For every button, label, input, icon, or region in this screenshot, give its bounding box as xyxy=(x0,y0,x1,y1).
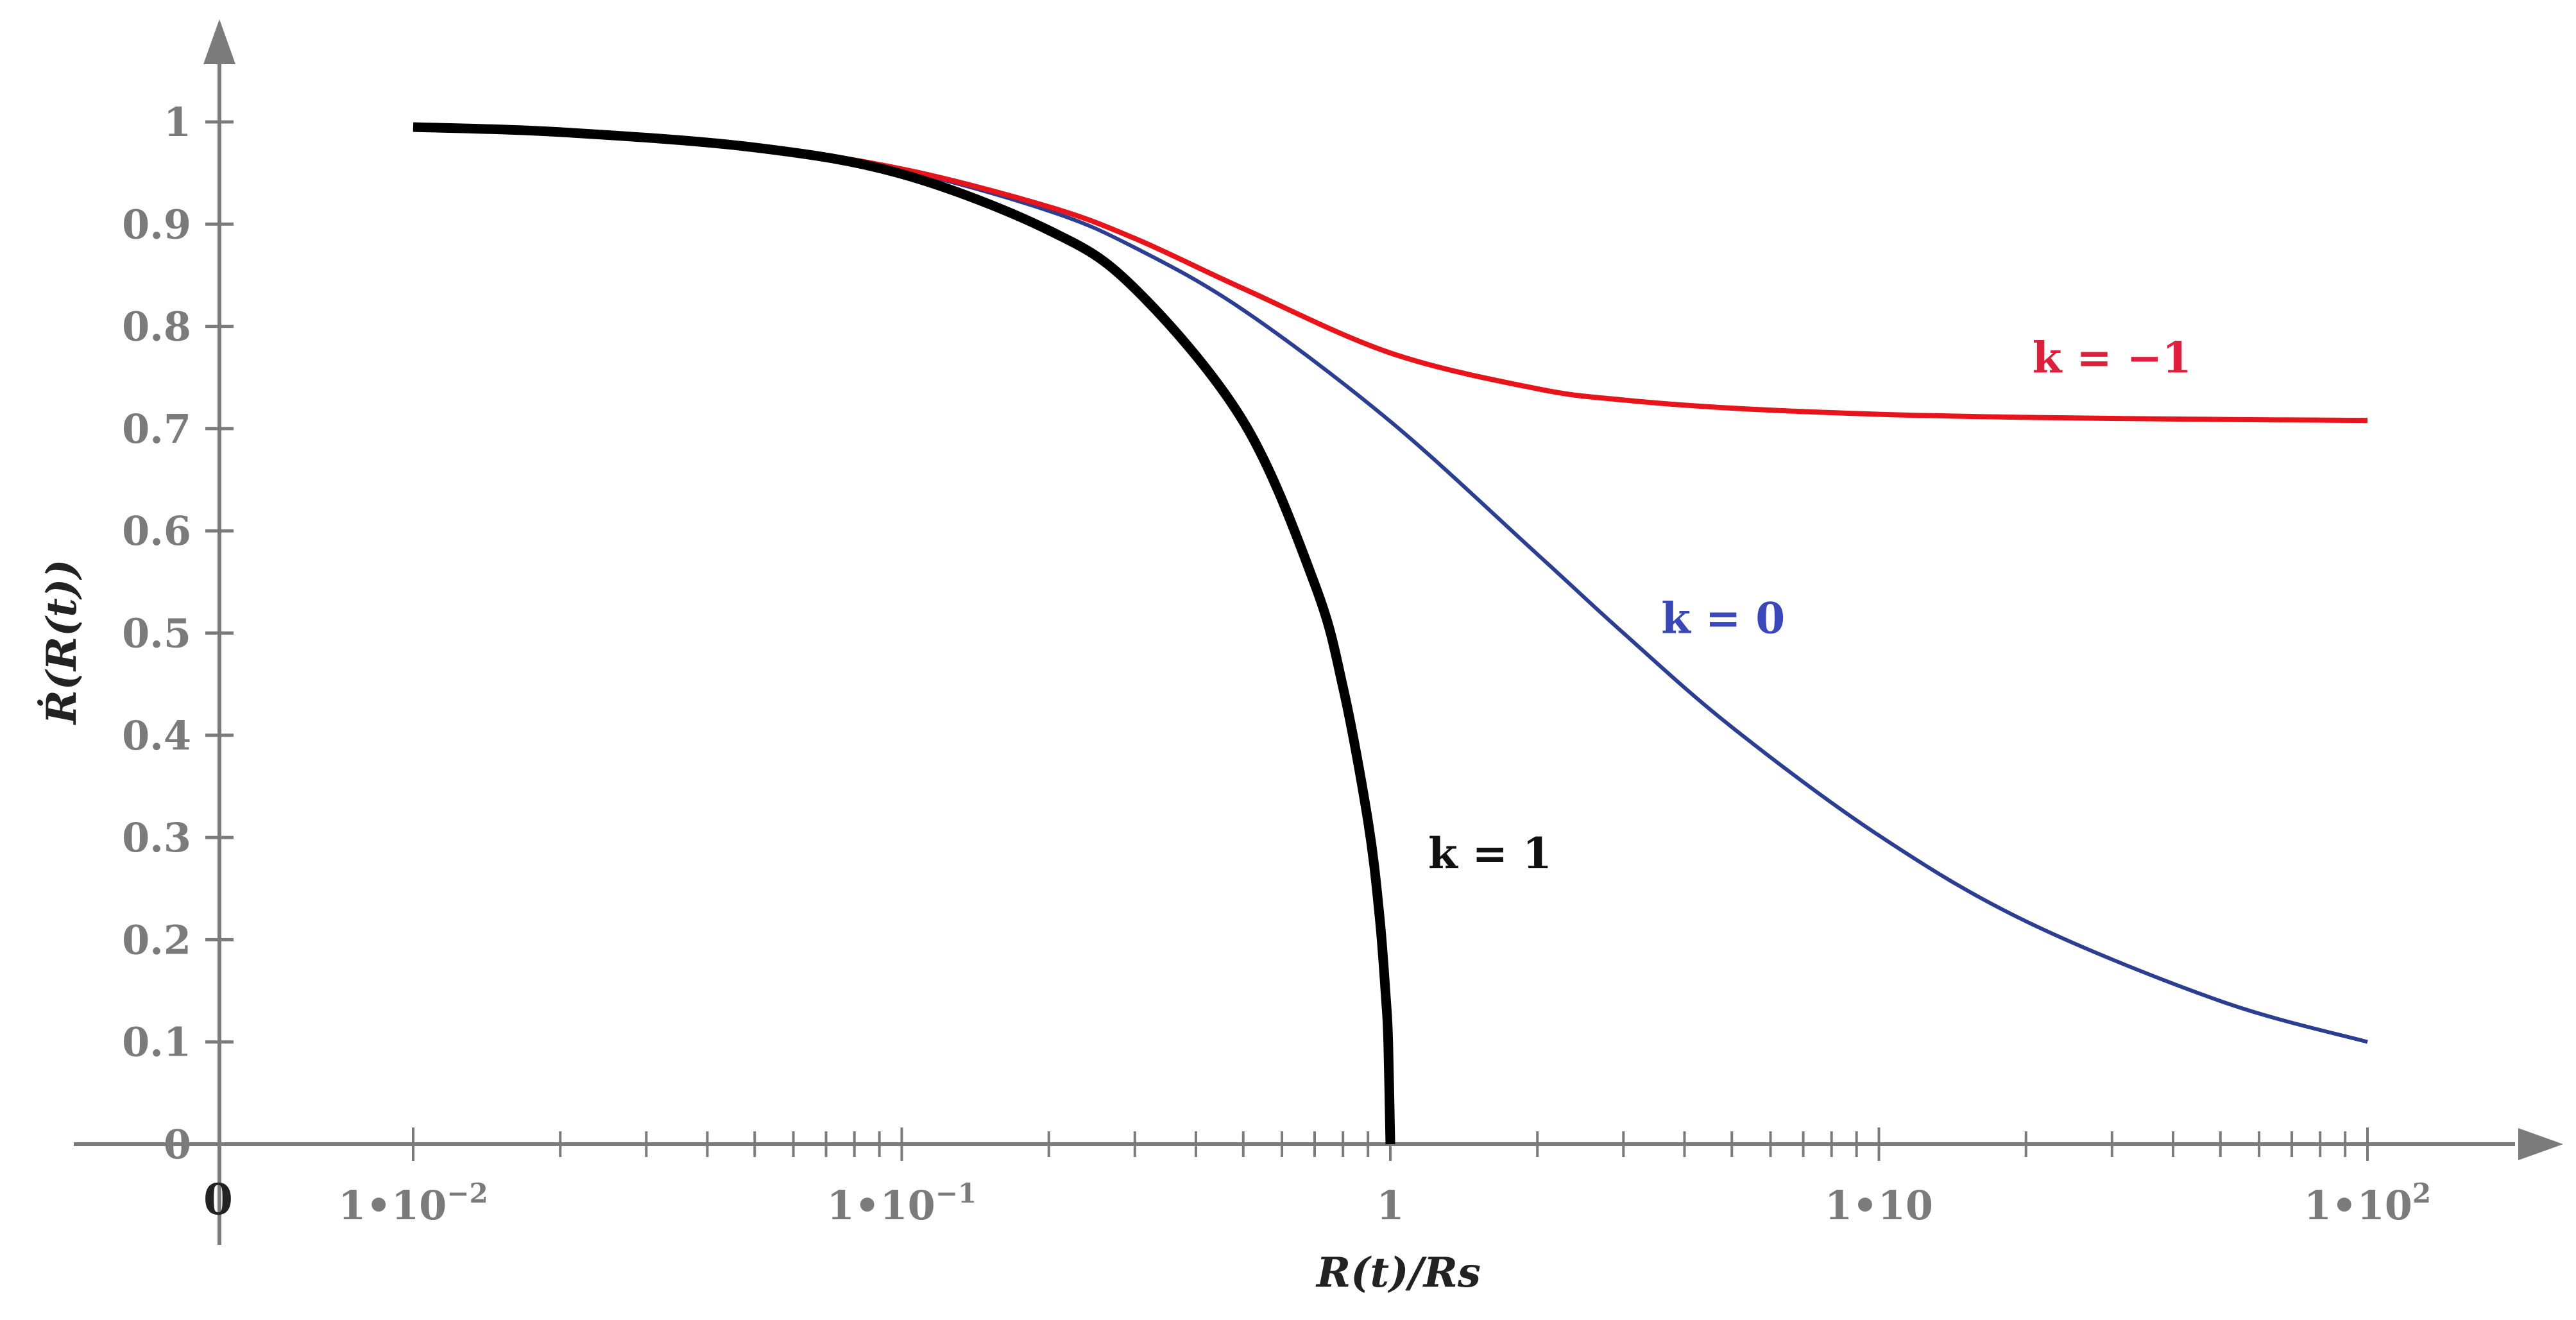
axes xyxy=(74,19,2563,1245)
series-line-k-1 xyxy=(413,122,1395,1145)
x-tick-label: 1•10−1 xyxy=(827,1178,977,1229)
curve-label: k = −1 xyxy=(2033,332,2192,382)
y-tick-label: 1 xyxy=(164,99,191,146)
y-tick-label: 0.6 xyxy=(122,508,191,554)
origin-label: 0 xyxy=(203,1174,233,1224)
x-minor-ticks xyxy=(412,1127,2369,1161)
curve-label: k = 0 xyxy=(1661,594,1785,644)
series-group xyxy=(413,122,2368,1145)
annotations: k = −1 k = 0 k = 1 xyxy=(1428,332,2192,879)
series-line-k-0 xyxy=(413,125,2368,1044)
y-tick-label: 0.8 xyxy=(122,304,191,350)
y-tick-label: 0.2 xyxy=(122,916,191,963)
y-axis-arrow xyxy=(203,19,235,64)
x-tick-label: 1•10−2 xyxy=(338,1178,488,1229)
y-tick-label: 0.9 xyxy=(122,201,191,248)
curve-label: k = 1 xyxy=(1428,828,1552,879)
y-tick-label: 0.3 xyxy=(122,814,191,861)
y-tick-label: 0.5 xyxy=(122,610,191,657)
x-tick-label: 1•10 xyxy=(1825,1182,1933,1229)
x-ticks: 1•10−2 1•10−1 1 1•10 1•102 xyxy=(338,1178,2431,1229)
y-tick-label: 0 xyxy=(164,1121,191,1168)
x-axis-arrow xyxy=(2518,1128,2563,1160)
y-axis-title: Ṙ(R(t)) xyxy=(37,559,86,725)
y-tick-label: 0.7 xyxy=(122,406,191,452)
y-tick-label: 0.4 xyxy=(122,712,191,759)
y-ticks: 0 0.1 0.2 0.3 0.4 0.5 0.6 0.7 0.8 0.9 1 xyxy=(122,99,234,1168)
y-tick-label: 0.1 xyxy=(122,1019,191,1066)
x-tick-label: 1•102 xyxy=(2304,1178,2431,1229)
x-tick-label: 1 xyxy=(1376,1182,1404,1229)
x-axis-title: R(t)/Rs xyxy=(1315,1249,1481,1297)
